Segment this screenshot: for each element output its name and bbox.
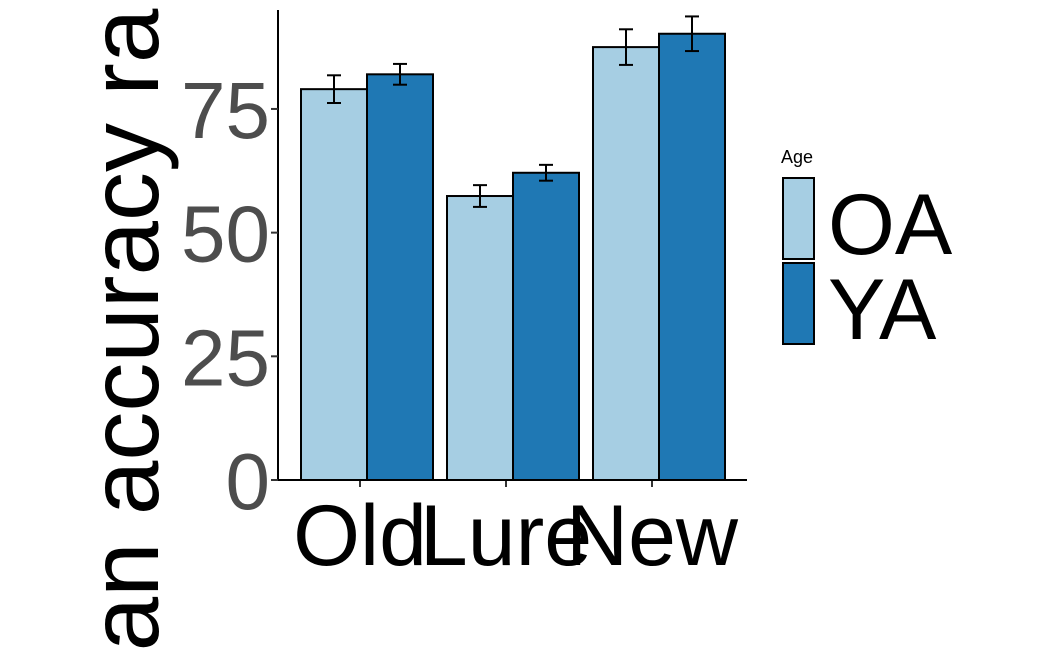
y-tick-label: 0 — [226, 437, 271, 526]
error-bar — [619, 28, 633, 66]
bar — [592, 46, 660, 482]
y-tick-label: 50 — [181, 190, 270, 279]
bar — [658, 32, 726, 481]
legend-label: YA — [828, 262, 937, 358]
error-bar — [539, 163, 553, 182]
legend-key — [782, 262, 815, 345]
x-tick-label: New — [566, 488, 739, 584]
error-bar — [685, 15, 699, 53]
bar — [300, 88, 368, 481]
y-axis-title: an accuracy ra — [69, 8, 179, 648]
bar — [512, 171, 580, 481]
bar — [446, 195, 514, 481]
x-tick-label: Lure — [420, 488, 592, 584]
y-tick-label: 75 — [181, 66, 270, 155]
legend-title: Age — [781, 147, 813, 167]
error-bar — [393, 62, 407, 86]
x-tick-label: Old — [293, 488, 427, 584]
legend-key — [782, 177, 815, 260]
error-bar — [473, 184, 487, 208]
bar — [366, 73, 434, 481]
error-bar — [327, 74, 341, 105]
y-tick-label: 25 — [181, 313, 270, 402]
legend-label: OA — [828, 177, 953, 273]
